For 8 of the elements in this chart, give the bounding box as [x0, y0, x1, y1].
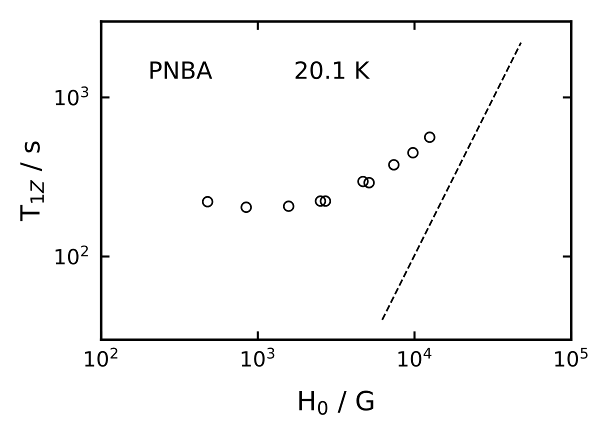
- x-tick-label: 10$^{4}$: [398, 348, 432, 367]
- annotation: PNBA: [150, 62, 212, 79]
- x-tick-label: 10$^{2}$: [85, 348, 118, 367]
- x-tick-label: 10$^{3}$: [242, 348, 274, 367]
- y-axis-title: T$_{1Z}$ / s: [20, 141, 44, 222]
- annotation: 20.1 K: [296, 61, 370, 80]
- x-axis-title: H$_{0}$ / G: [299, 390, 374, 415]
- x-tick-label: 10$^{5}$: [555, 348, 588, 367]
